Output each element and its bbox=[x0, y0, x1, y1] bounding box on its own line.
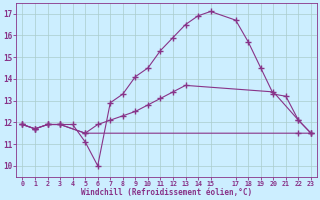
X-axis label: Windchill (Refroidissement éolien,°C): Windchill (Refroidissement éolien,°C) bbox=[81, 188, 252, 197]
